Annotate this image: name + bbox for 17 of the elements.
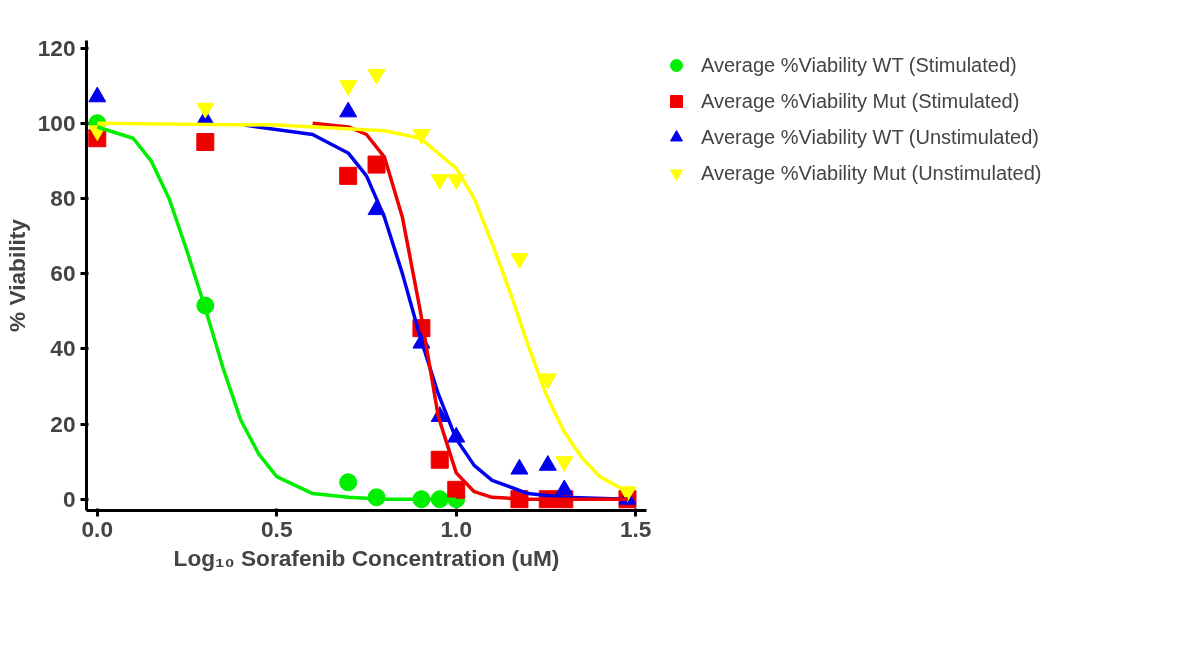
x-tick-label: 1.0 bbox=[440, 515, 472, 542]
y-axis-title: % Viability bbox=[3, 218, 30, 332]
y-tick-label: 100 bbox=[37, 109, 76, 136]
x-axis-title: Log₁₀ Sorafenib Concentration (uM) bbox=[173, 544, 560, 571]
legend-label: Average %Viability Mut (Stimulated) bbox=[701, 89, 1020, 113]
y-tick-label: 40 bbox=[50, 335, 76, 362]
x-tick-label: 0.5 bbox=[261, 515, 293, 542]
legend-label: Average %Viability WT (Stimulated) bbox=[701, 53, 1017, 77]
y-tick-label: 80 bbox=[50, 184, 76, 211]
legend-label: Average %Viability WT (Unstimulated) bbox=[701, 125, 1039, 149]
y-tick-label: 0 bbox=[62, 485, 76, 512]
y-tick-label: 20 bbox=[50, 410, 76, 437]
x-tick-label: 1.5 bbox=[619, 515, 652, 542]
legend-label: Average %Viability Mut (Unstimulated) bbox=[701, 161, 1042, 185]
y-tick-label: 120 bbox=[37, 34, 76, 61]
x-tick-label: 0.0 bbox=[81, 515, 114, 542]
y-tick-label: 60 bbox=[50, 260, 76, 287]
